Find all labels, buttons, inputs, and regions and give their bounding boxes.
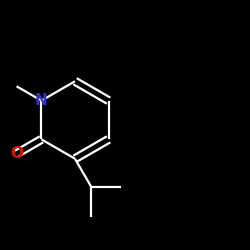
Text: N: N [35,93,48,108]
Text: O: O [10,146,23,161]
